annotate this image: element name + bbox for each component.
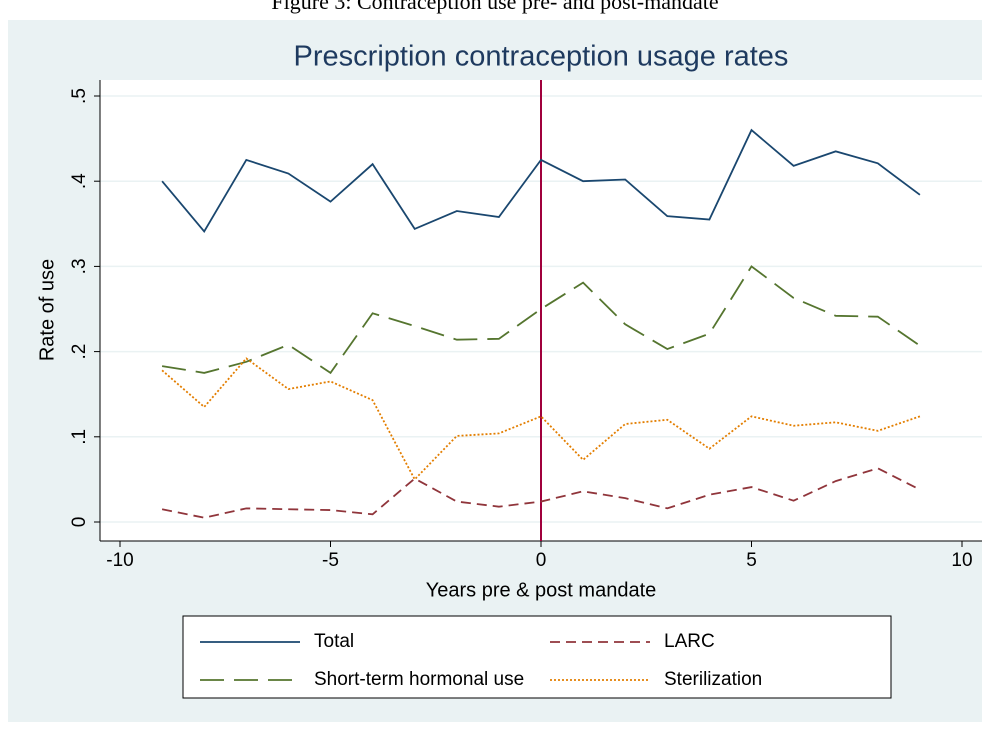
legend-label: LARC [664,631,715,652]
x-tick-label: -10 [106,550,133,571]
caption: Figure 3: Contraception use pre- and pos… [271,0,718,14]
x-tick-label: 5 [746,550,757,571]
x-tick-label: 0 [536,550,547,571]
y-tick-label: .2 [69,344,90,360]
x-axis-title: Years pre & post mandate [426,579,657,601]
y-tick-label: .5 [69,88,90,104]
series-line [161,265,921,375]
y-tick-label: .1 [69,429,90,445]
chart-title: Prescription contraception usage rates [294,41,789,73]
y-axis-title: Rate of use [36,259,58,361]
y-tick-label: .4 [69,173,90,189]
x-tick-label: 10 [951,550,972,571]
series-line [161,128,921,234]
series-line [161,467,921,519]
x-tick-label: -5 [322,550,339,571]
y-tick-label: 0 [69,517,90,528]
legend-label: Sterilization [664,669,762,690]
y-tick-label: .3 [69,258,90,274]
legend-label: Total [314,631,354,652]
series-line [161,357,921,481]
legend-box [182,615,892,699]
legend-label: Short-term hormonal use [314,669,524,690]
